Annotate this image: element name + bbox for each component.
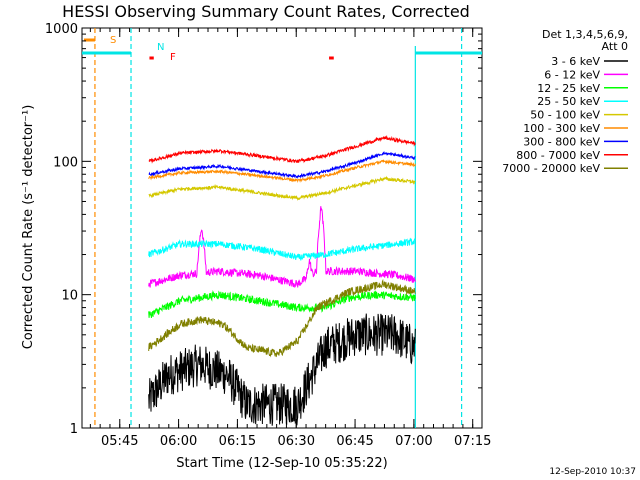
legend-header: Att 0 <box>602 40 628 53</box>
series-line <box>148 151 416 179</box>
y-tick-label: 10 <box>61 289 78 304</box>
x-tick-label: 07:00 <box>395 434 432 449</box>
series-line <box>148 159 416 184</box>
series-line <box>148 278 416 358</box>
plot-frame <box>81 27 483 429</box>
legend-label: 7000 - 20000 keV <box>502 162 600 175</box>
legend-label: 6 - 12 keV <box>544 68 600 81</box>
series-line <box>148 134 416 164</box>
legend-label: 12 - 25 keV <box>537 82 600 95</box>
legend-header: Det 1,3,4,5,6,9, <box>542 28 628 41</box>
series-line <box>148 206 416 289</box>
x-tick-label: 06:45 <box>336 434 373 449</box>
y-tick-label: 100 <box>53 155 78 170</box>
series-line <box>148 313 416 426</box>
x-tick-label: 05:45 <box>101 434 138 449</box>
legend-label: 300 - 800 keV <box>523 135 600 148</box>
flag-label: N <box>157 42 164 53</box>
flag-label: F <box>170 52 176 63</box>
legend-label: 800 - 7000 keV <box>516 149 600 162</box>
x-tick-label: 06:15 <box>219 434 256 449</box>
legend-label: 3 - 6 keV <box>551 55 600 68</box>
legend-label: 25 - 50 keV <box>537 95 600 108</box>
series-line <box>148 237 416 261</box>
legend-label: 50 - 100 keV <box>530 109 600 122</box>
chart-title: HESSI Observing Summary Count Rates, Cor… <box>62 2 470 21</box>
legend-label: 100 - 300 keV <box>523 122 600 135</box>
series-line <box>148 175 416 201</box>
x-tick-label: 06:00 <box>160 434 197 449</box>
y-tick-label: 1000 <box>45 22 78 37</box>
x-tick-label: 07:15 <box>454 434 491 449</box>
series-line <box>148 289 416 319</box>
y-axis-label: Corrected Count Rate (s⁻¹ detector⁻¹) <box>21 105 36 350</box>
x-axis-label: Start Time (12-Sep-10 05:35:22) <box>176 456 387 471</box>
footer-date: 12-Sep-2010 10:37 <box>549 467 636 477</box>
y-tick-label: 1 <box>70 422 78 437</box>
x-tick-label: 06:30 <box>278 434 315 449</box>
flag-label: S <box>110 35 116 46</box>
